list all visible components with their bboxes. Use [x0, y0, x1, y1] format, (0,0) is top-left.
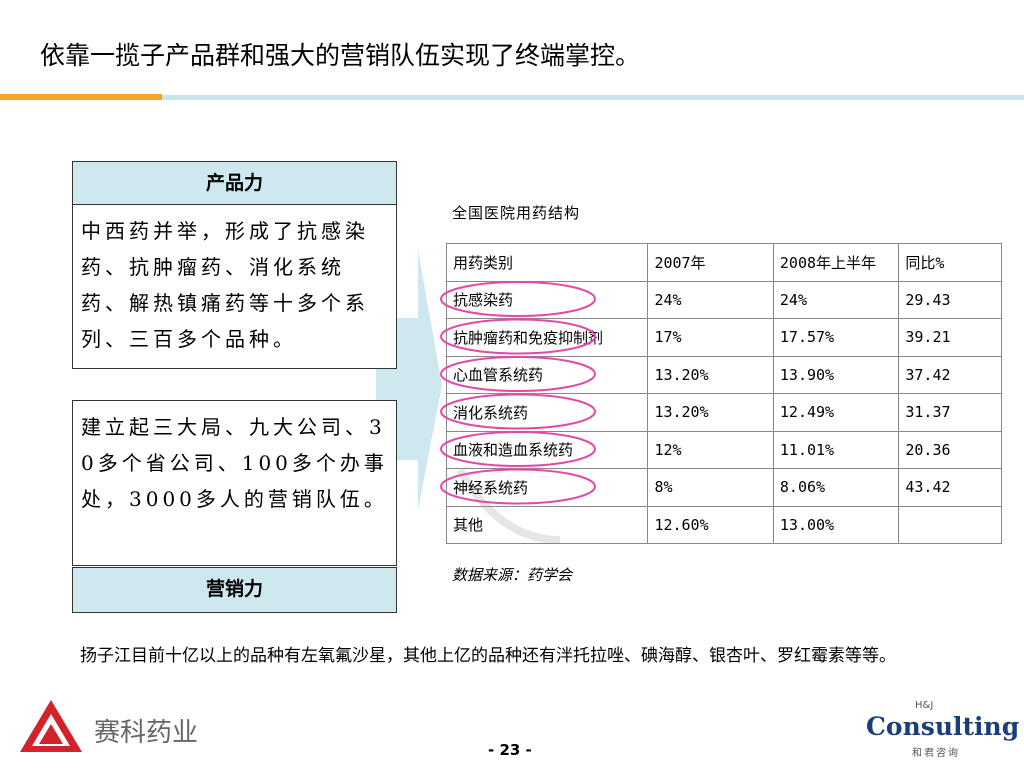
- table-cell: 13.90%: [772, 355, 900, 394]
- table-cell: 12.49%: [772, 393, 900, 432]
- table-cell: 29.43: [898, 280, 1002, 319]
- note: 扬子江目前十亿以上的品种有左氧氟沙星，其他上亿的品种还有泮托拉唑、碘海醇、银杏叶…: [80, 646, 896, 666]
- accent-bar: [0, 94, 162, 100]
- accent-bar: [162, 95, 1024, 100]
- table-row: 抗肿瘤药和免疫抑制剂 17% 17.57% 39.21: [445, 318, 1002, 357]
- table-cell: 用药类别: [445, 243, 649, 282]
- table-cell: 13.20%: [647, 355, 774, 394]
- table-cell: 抗感染药: [445, 280, 649, 319]
- table-cell: 消化系统药: [445, 393, 649, 432]
- marketing-box: 建立起三大局、九大公司、30多个省公司、100多个办事处，3000多人的营销队伍…: [72, 400, 397, 566]
- company-name: 赛科药业: [94, 718, 199, 748]
- table-cell: 2008年上半年: [772, 243, 900, 282]
- table-cell: 43.42: [898, 468, 1002, 507]
- table-cell: 37.42: [898, 355, 1002, 394]
- table-row: 抗感染药 24% 24% 29.43: [445, 280, 1002, 319]
- box-text: 建立起三大局、九大公司、30多个省公司、100多个办事处，3000多人的营销队伍…: [81, 415, 388, 511]
- table-cell: 17%: [647, 318, 774, 357]
- data-table: 用药类别 2007年 2008年上半年 同比% 抗感染药 24% 24% 29.43 抗肿瘤药和…: [445, 243, 1002, 544]
- table-cell: 11.01%: [772, 430, 900, 469]
- table-cell: 心血管系统药: [445, 355, 649, 394]
- box-heading: 营销力: [72, 567, 397, 613]
- table-row: 心血管系统药 13.20% 13.90% 37.42: [445, 355, 1002, 394]
- table-cell: 2007年: [647, 243, 774, 282]
- table-cell: 同比%: [898, 243, 1002, 282]
- table-cell: 血液和造血系统药: [445, 430, 649, 469]
- page-number: - 23 -: [488, 741, 532, 759]
- table-cell: [898, 505, 1002, 544]
- table-row: 用药类别 2007年 2008年上半年 同比%: [445, 243, 1002, 282]
- logo-main: Consulting: [866, 712, 1020, 741]
- company-logo: [20, 700, 82, 752]
- table-row: 血液和造血系统药 12% 11.01% 20.36: [445, 430, 1002, 469]
- table-cell: 13.00%: [772, 505, 900, 544]
- table-cell: 8%: [647, 468, 774, 507]
- table-cell: 24%: [772, 280, 900, 319]
- table-cell: 31.37: [898, 393, 1002, 432]
- logo-small: H&J: [915, 700, 934, 711]
- table-cell: 13.20%: [647, 393, 774, 432]
- table-cell: 其他: [445, 505, 649, 544]
- box-heading: 产品力: [73, 162, 396, 205]
- source: 数据来源：药学会: [452, 566, 573, 584]
- slide-title: 依靠一揽子产品群和强大的营销队伍实现了终端掌控。: [40, 41, 641, 70]
- table-row: 消化系统药 13.20% 12.49% 31.37: [445, 393, 1002, 432]
- table-cell: 12.60%: [647, 505, 774, 544]
- table-cell: 神经系统药: [445, 468, 649, 507]
- logo-sub: 和君咨询: [912, 748, 960, 759]
- table-cell: 8.06%: [772, 468, 900, 507]
- table-title: 全国医院用药结构: [452, 204, 581, 222]
- product-box: 产品力 中西药并举，形成了抗感染药、抗肿瘤药、消化系统药、解热镇痛药等十多个系列…: [72, 161, 397, 369]
- table-cell: 抗肿瘤药和免疫抑制剂: [445, 318, 649, 357]
- table-row: 其他 12.60% 13.00%: [445, 505, 1002, 544]
- box-text: 中西药并举，形成了抗感染药、抗肿瘤药、消化系统药、解热镇痛药等十多个系列、三百多…: [81, 219, 369, 351]
- table-cell: 39.21: [898, 318, 1002, 357]
- table-cell: 20.36: [898, 430, 1002, 469]
- table-cell: 24%: [647, 280, 774, 319]
- table-cell: 12%: [647, 430, 774, 469]
- table-row: 神经系统药 8% 8.06% 43.42: [445, 468, 1002, 507]
- table-cell: 17.57%: [772, 318, 900, 357]
